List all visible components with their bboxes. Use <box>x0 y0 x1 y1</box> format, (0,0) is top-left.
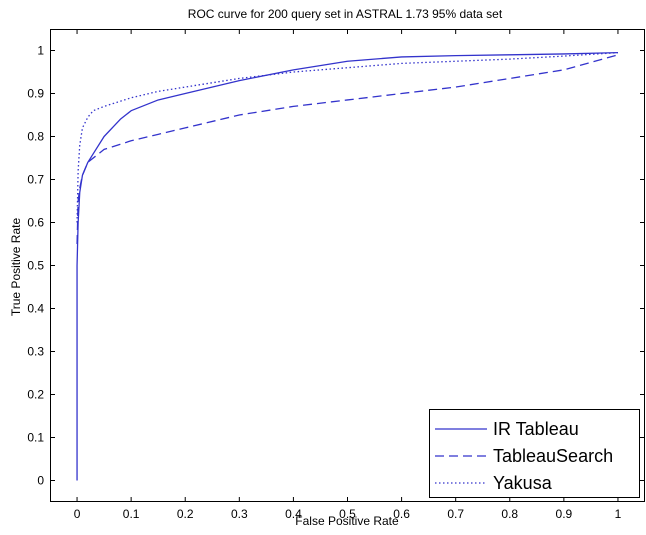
y-tick-label: 0.2 <box>27 388 44 402</box>
y-axis-label: True Positive Rate <box>9 218 23 317</box>
x-tick-label: 0 <box>74 507 81 521</box>
x-tick-label: 0.8 <box>501 507 518 521</box>
x-tick-label: 0.4 <box>285 507 302 521</box>
legend-label: IR Tableau <box>493 419 579 439</box>
x-tick-label: 0.7 <box>447 507 464 521</box>
legend-label: Yakusa <box>493 473 553 493</box>
y-tick-label: 0.4 <box>27 302 44 316</box>
y-tick-label: 1 <box>37 44 44 58</box>
x-tick-label: 0.1 <box>123 507 140 521</box>
x-tick-label: 0.2 <box>177 507 194 521</box>
y-tick-label: 0.7 <box>27 173 44 187</box>
y-tick-label: 0.1 <box>27 431 44 445</box>
x-tick-label: 0.6 <box>393 507 410 521</box>
x-tick-label: 1 <box>615 507 622 521</box>
plot-area: 0 0.1 0.2 0.3 0.4 0.5 0.6 0.7 0.8 0.9 1 0 0.1 0.2 0.3 0… <box>27 29 645 521</box>
y-tick-label: 0.5 <box>27 259 44 273</box>
x-tick-label: 0.3 <box>231 507 248 521</box>
y-tick-label: 0.3 <box>27 345 44 359</box>
y-tick-label: 0.6 <box>27 216 44 230</box>
x-axis-label: False Positive Rate <box>295 514 399 528</box>
y-tick-label: 0 <box>37 474 44 488</box>
series-line-tableausearch <box>76 54 619 245</box>
x-tick-label: 0.5 <box>339 507 356 521</box>
series-line-yakusa <box>76 52 618 223</box>
chart-title: ROC curve for 200 query set in ASTRAL 1.… <box>188 7 503 21</box>
x-tick-label: 0.9 <box>556 507 573 521</box>
y-tick-label: 0.8 <box>27 130 44 144</box>
series-line-ir-tableau <box>76 52 618 481</box>
y-tick-label: 0.9 <box>27 87 44 101</box>
legend-label: TableauSearch <box>493 446 613 466</box>
